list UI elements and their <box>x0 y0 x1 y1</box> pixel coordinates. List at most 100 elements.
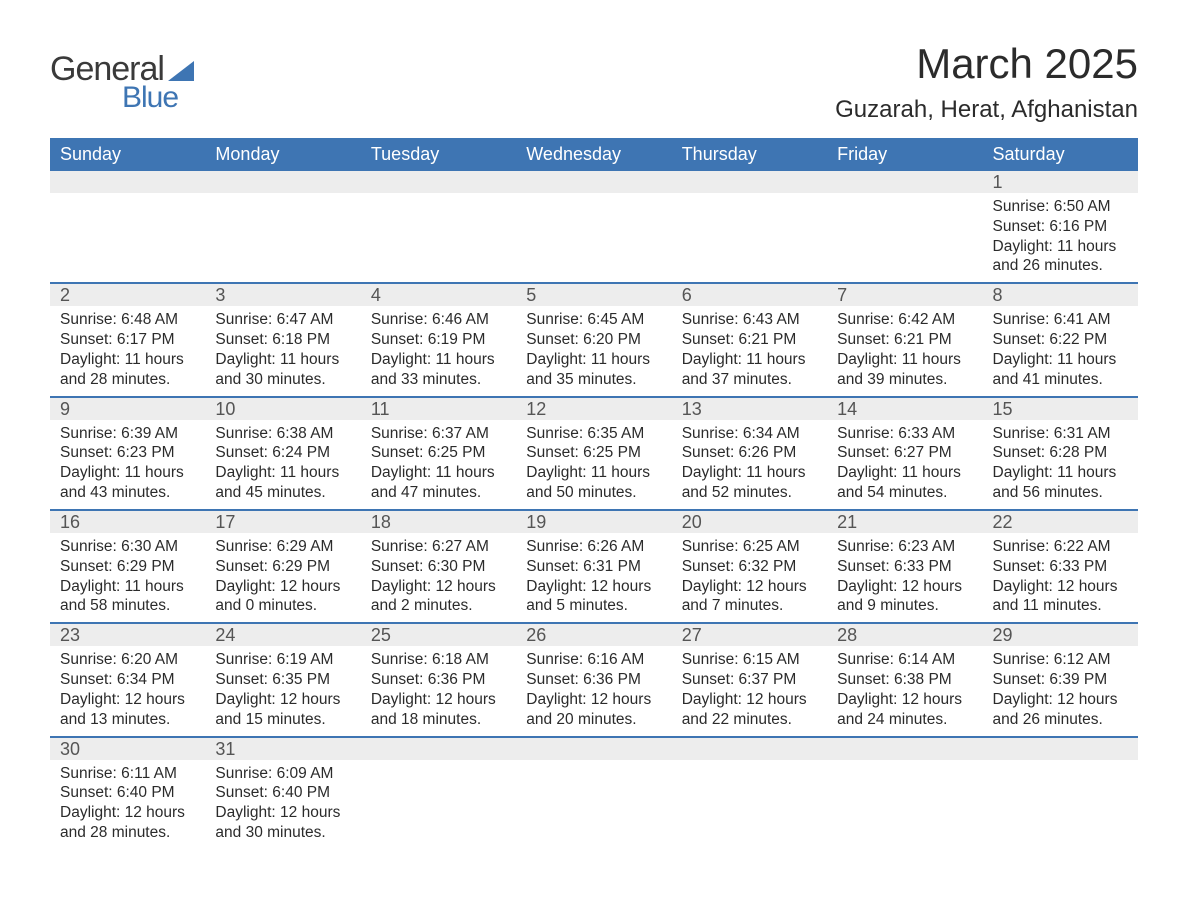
day-sunrise: Sunrise: 6:15 AM <box>682 650 817 670</box>
day-sunrise: Sunrise: 6:39 AM <box>60 424 195 444</box>
day-sunset: Sunset: 6:21 PM <box>682 330 817 350</box>
day-number-cell: 20 <box>672 510 827 533</box>
day-sunset: Sunset: 6:19 PM <box>371 330 506 350</box>
day-number-cell: 14 <box>827 397 982 420</box>
day-d2: and 52 minutes. <box>682 483 817 503</box>
day-sunrise: Sunrise: 6:34 AM <box>682 424 817 444</box>
day-detail-cell <box>361 760 516 849</box>
day-d1: Daylight: 11 hours <box>993 350 1128 370</box>
day-detail-cell: Sunrise: 6:25 AMSunset: 6:32 PMDaylight:… <box>672 533 827 623</box>
day-sunset: Sunset: 6:28 PM <box>993 443 1128 463</box>
day-number-cell: 26 <box>516 623 671 646</box>
detail-row: Sunrise: 6:50 AMSunset: 6:16 PMDaylight:… <box>50 193 1138 283</box>
day-sunset: Sunset: 6:26 PM <box>682 443 817 463</box>
day-d1: Daylight: 12 hours <box>526 577 661 597</box>
day-number-cell: 4 <box>361 283 516 306</box>
day-number-cell: 6 <box>672 283 827 306</box>
day-sunrise: Sunrise: 6:50 AM <box>993 197 1128 217</box>
day-number-cell: 28 <box>827 623 982 646</box>
dayheader-sat: Saturday <box>983 138 1138 171</box>
day-d1: Daylight: 11 hours <box>993 463 1128 483</box>
logo: General Blue <box>50 50 194 115</box>
day-d1: Daylight: 11 hours <box>682 463 817 483</box>
day-sunrise: Sunrise: 6:45 AM <box>526 310 661 330</box>
day-d1: Daylight: 12 hours <box>682 577 817 597</box>
day-d1: Daylight: 12 hours <box>837 577 972 597</box>
day-d1: Daylight: 11 hours <box>215 350 350 370</box>
day-sunrise: Sunrise: 6:42 AM <box>837 310 972 330</box>
day-d2: and 9 minutes. <box>837 596 972 616</box>
day-sunset: Sunset: 6:30 PM <box>371 557 506 577</box>
day-number-cell: 25 <box>361 623 516 646</box>
day-detail-cell <box>827 193 982 283</box>
day-sunrise: Sunrise: 6:37 AM <box>371 424 506 444</box>
day-number-cell: 3 <box>205 283 360 306</box>
day-d2: and 33 minutes. <box>371 370 506 390</box>
day-number-cell: 24 <box>205 623 360 646</box>
day-sunrise: Sunrise: 6:46 AM <box>371 310 506 330</box>
day-sunset: Sunset: 6:38 PM <box>837 670 972 690</box>
day-detail-cell: Sunrise: 6:26 AMSunset: 6:31 PMDaylight:… <box>516 533 671 623</box>
month-title: March 2025 <box>835 40 1138 88</box>
day-sunset: Sunset: 6:31 PM <box>526 557 661 577</box>
detail-row: Sunrise: 6:20 AMSunset: 6:34 PM Daylight:… <box>50 646 1138 736</box>
day-sunset: Sunset: 6:34 PM <box>60 670 195 690</box>
day-d1: Daylight: 11 hours <box>60 350 195 370</box>
day-detail-cell: Sunrise: 6:23 AMSunset: 6:33 PMDaylight:… <box>827 533 982 623</box>
day-sunrise: Sunrise: 6:33 AM <box>837 424 972 444</box>
day-d1: Daylight: 12 hours <box>837 690 972 710</box>
day-detail-cell: Sunrise: 6:35 AMSunset: 6:25 PMDaylight:… <box>516 420 671 510</box>
day-number-cell <box>672 737 827 760</box>
day-d1: Daylight: 12 hours <box>371 577 506 597</box>
daynum-row: 23242526272829 <box>50 623 1138 646</box>
day-sunset: Sunset: 6:20 PM <box>526 330 661 350</box>
logo-text-blue: Blue <box>122 81 178 115</box>
day-d2: and 2 minutes. <box>371 596 506 616</box>
day-d2: and 35 minutes. <box>526 370 661 390</box>
day-detail-cell <box>516 760 671 849</box>
day-d1: Daylight: 11 hours <box>526 350 661 370</box>
day-d2: and 45 minutes. <box>215 483 350 503</box>
day-d2: and 5 minutes. <box>526 596 661 616</box>
day-detail-cell: Sunrise: 6:39 AMSunset: 6:23 PMDaylight:… <box>50 420 205 510</box>
day-number-cell: 23 <box>50 623 205 646</box>
day-sunrise: Sunrise: 6:23 AM <box>837 537 972 557</box>
day-number-cell: 15 <box>983 397 1138 420</box>
day-detail-cell: Sunrise: 6:45 AMSunset: 6:20 PMDaylight:… <box>516 306 671 396</box>
calendar-table: Sunday Monday Tuesday Wednesday Thursday… <box>50 138 1138 849</box>
day-sunrise: Sunrise: 6:18 AM <box>371 650 506 670</box>
day-detail-cell: Sunrise: 6:33 AMSunset: 6:27 PMDaylight:… <box>827 420 982 510</box>
day-sunrise: Sunrise: 6:12 AM <box>993 650 1128 670</box>
day-number-cell: 8 <box>983 283 1138 306</box>
day-detail-cell <box>983 760 1138 849</box>
day-sunrise: Sunrise: 6:48 AM <box>60 310 195 330</box>
day-number-cell: 19 <box>516 510 671 533</box>
day-detail-cell <box>672 193 827 283</box>
day-detail-cell: Sunrise: 6:12 AMSunset: 6:39 PMDaylight:… <box>983 646 1138 736</box>
dayheader-sun: Sunday <box>50 138 205 171</box>
day-detail-cell <box>516 193 671 283</box>
day-number-cell <box>827 737 982 760</box>
day-d2: and 28 minutes. <box>60 370 195 390</box>
day-sunrise: Sunrise: 6:22 AM <box>993 537 1128 557</box>
day-number-cell: 30 <box>50 737 205 760</box>
day-d1: Daylight: 11 hours <box>837 463 972 483</box>
location: Guzarah, Herat, Afghanistan <box>835 96 1138 124</box>
day-sunset: Sunset: 6:32 PM <box>682 557 817 577</box>
day-d2: and 22 minutes. <box>682 710 817 730</box>
detail-row: Sunrise: 6:11 AMSunset: 6:40 PMDaylight:… <box>50 760 1138 849</box>
day-sunrise: Sunrise: 6:09 AM <box>215 764 350 784</box>
dayheader-fri: Friday <box>827 138 982 171</box>
day-sunrise: Sunrise: 6:25 AM <box>682 537 817 557</box>
day-sunrise: Sunrise: 6:20 AM <box>60 650 195 670</box>
day-sunset: Sunset: 6:33 PM <box>993 557 1128 577</box>
day-sunrise: Sunrise: 6:43 AM <box>682 310 817 330</box>
day-d1: Daylight: 11 hours <box>371 350 506 370</box>
day-sunrise: Sunrise: 6:47 AM <box>215 310 350 330</box>
day-detail-cell: Sunrise: 6:47 AMSunset: 6:18 PMDaylight:… <box>205 306 360 396</box>
day-sunset: Sunset: 6:23 PM <box>60 443 195 463</box>
detail-row: Sunrise: 6:30 AMSunset: 6:29 PMDaylight:… <box>50 533 1138 623</box>
day-d2: and 47 minutes. <box>371 483 506 503</box>
day-detail-cell: Sunrise: 6:37 AMSunset: 6:25 PMDaylight:… <box>361 420 516 510</box>
day-d2: and 54 minutes. <box>837 483 972 503</box>
